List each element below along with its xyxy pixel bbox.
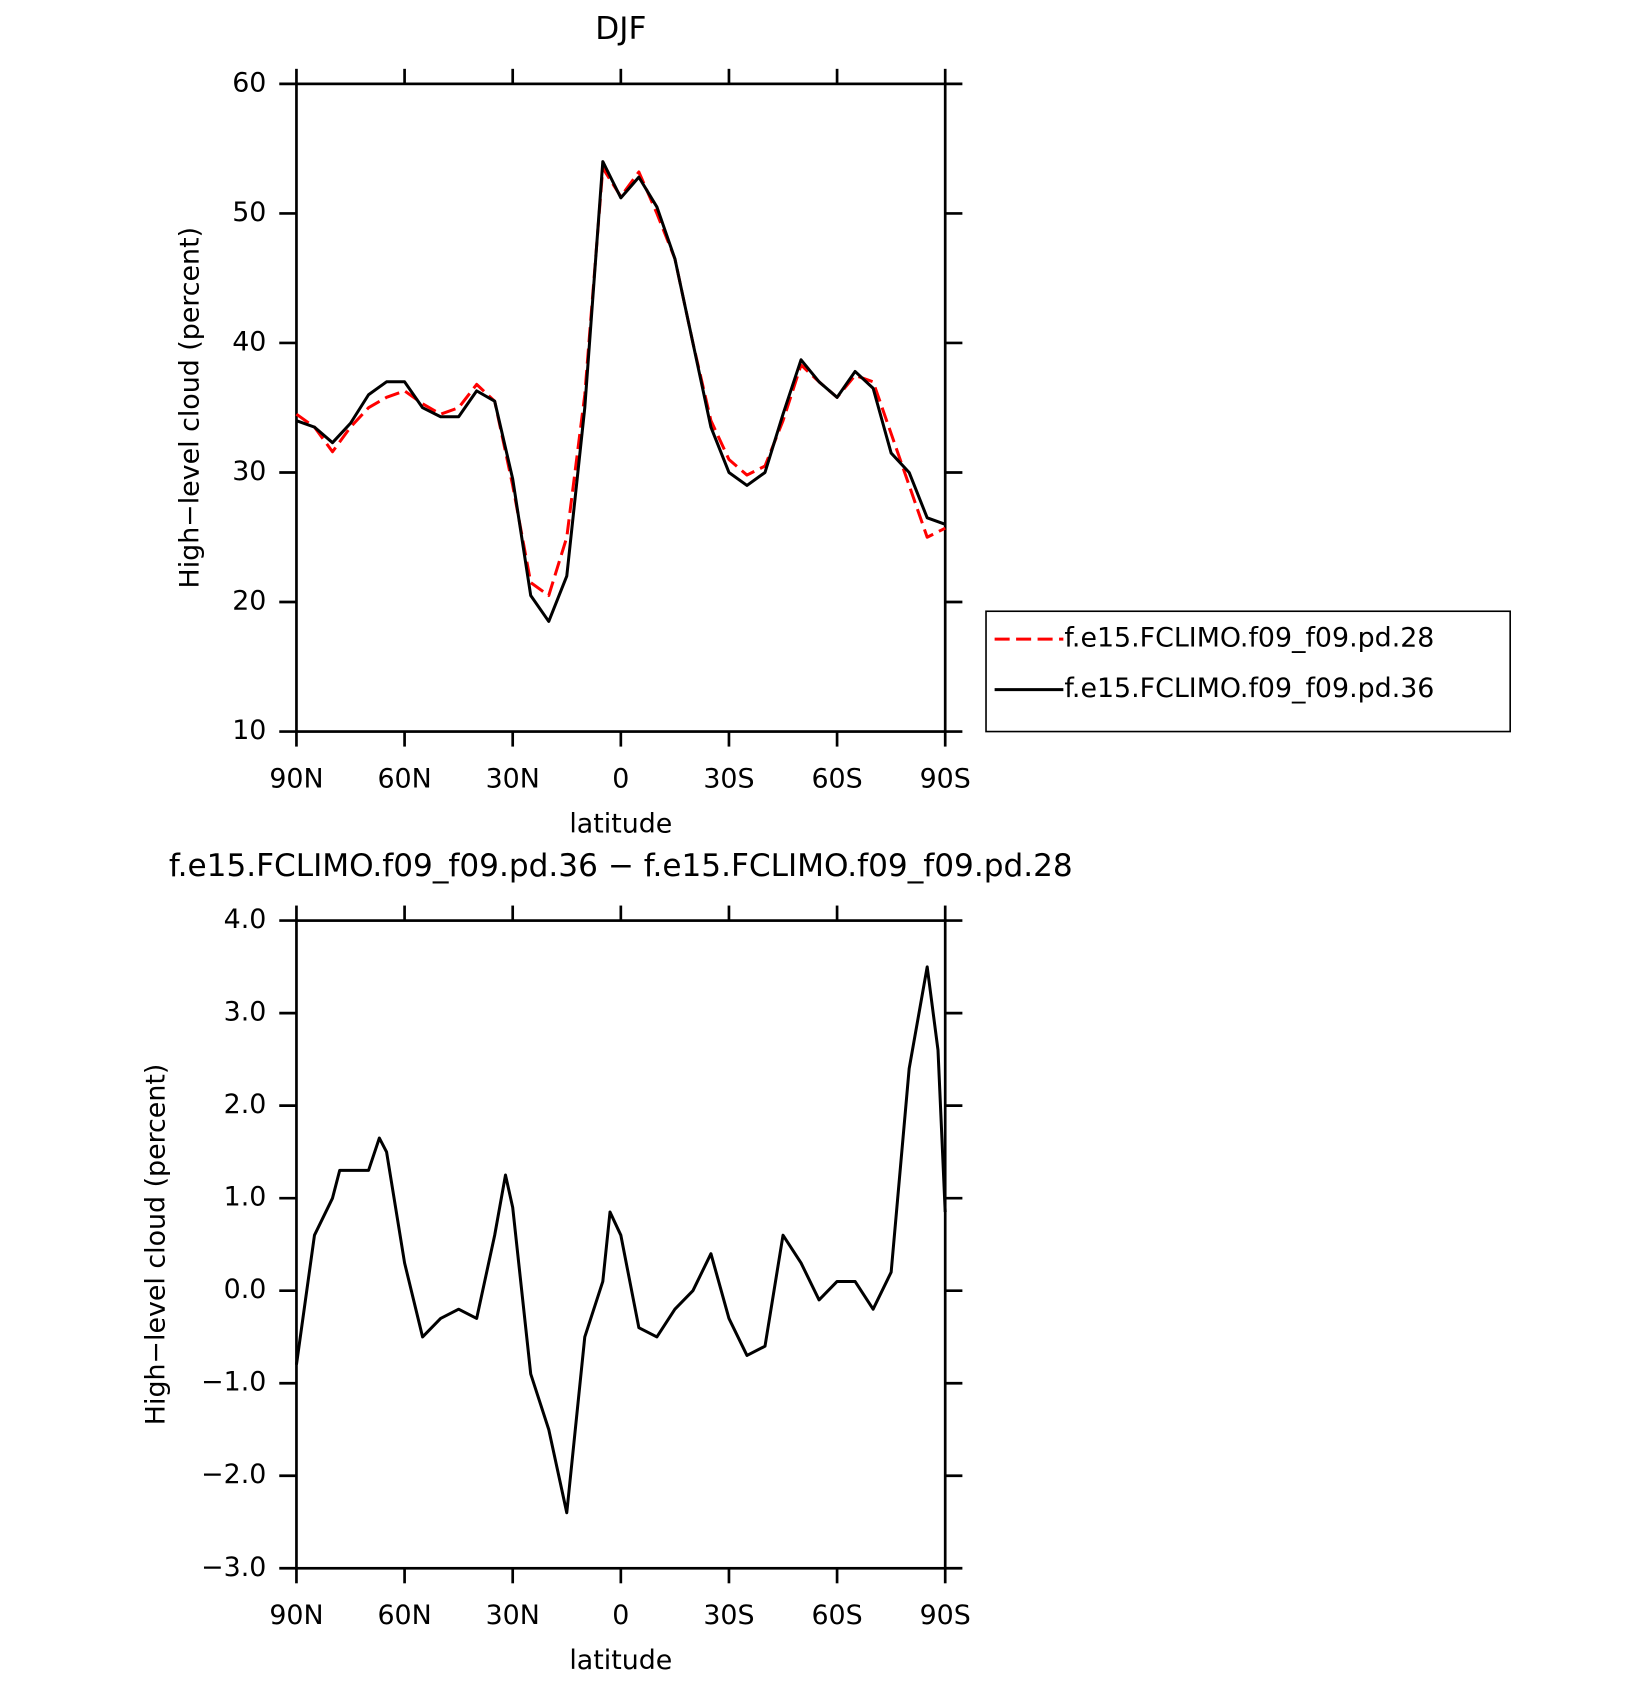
y-tick-label: −3.0	[201, 1552, 266, 1583]
y-tick-label: −1.0	[201, 1367, 266, 1398]
x-tick-label: 90S	[920, 1600, 971, 1631]
legend-box	[985, 610, 1511, 733]
x-tick-label: 30N	[486, 763, 540, 794]
y-tick-label: 10	[232, 715, 266, 746]
x-axis-label: latitude	[569, 1645, 672, 1676]
y-tick-label: 4.0	[224, 904, 267, 935]
x-tick-label: 60S	[811, 763, 862, 794]
y-tick-label: 2.0	[224, 1089, 267, 1120]
y-tick-label: 40	[232, 326, 266, 357]
x-tick-label: 30S	[703, 1600, 754, 1631]
legend-label: f.e15.FCLIMO.f09_f09.pd.36	[1064, 673, 1434, 704]
chart-title: f.e15.FCLIMO.f09_f09.pd.36 − f.e15.FCLIM…	[169, 848, 1073, 884]
y-tick-label: 0.0	[224, 1274, 267, 1305]
chart-title: DJF	[595, 11, 646, 47]
x-tick-label: 90N	[269, 1600, 323, 1631]
y-tick-label: 30	[232, 456, 266, 487]
data-line	[294, 965, 947, 1515]
x-axis-label: latitude	[569, 808, 672, 839]
legend-label: f.e15.FCLIMO.f09_f09.pd.28	[1064, 623, 1434, 654]
x-tick-label: 0	[612, 763, 629, 794]
plot-frame	[295, 82, 947, 733]
x-tick-label: 60N	[377, 1600, 431, 1631]
y-tick-label: 3.0	[224, 997, 267, 1028]
y-tick-label: 50	[232, 197, 266, 228]
y-axis-label: High−level cloud (percent)	[140, 1064, 171, 1426]
x-tick-label: 0	[612, 1600, 629, 1631]
x-tick-label: 60N	[377, 763, 431, 794]
x-tick-label: 30N	[486, 1600, 540, 1631]
data-line	[295, 160, 946, 623]
y-tick-label: 20	[232, 586, 266, 617]
plot-frame	[295, 919, 947, 1570]
y-tick-label: 60	[232, 67, 266, 98]
x-tick-label: 90N	[269, 763, 323, 794]
y-tick-label: −2.0	[201, 1459, 266, 1490]
y-tick-label: 1.0	[224, 1182, 267, 1213]
y-axis-label: High−level cloud (percent)	[175, 227, 206, 589]
x-tick-label: 90S	[920, 763, 971, 794]
x-tick-label: 60S	[811, 1600, 862, 1631]
x-tick-label: 30S	[703, 763, 754, 794]
